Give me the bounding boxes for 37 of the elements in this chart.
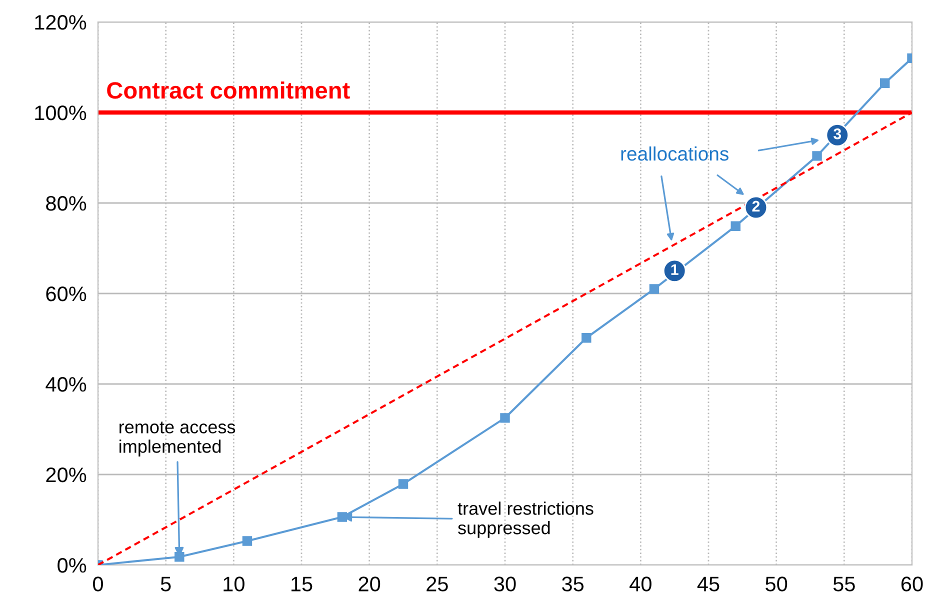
ref-line-label: Contract commitment: [107, 81, 350, 99]
x-tick-label: 10: [224, 576, 244, 592]
point: [337, 512, 348, 522]
point: [582, 332, 592, 343]
x-tick-label: 55: [833, 576, 855, 592]
point: [398, 479, 408, 489]
point: [242, 536, 252, 546]
x-tick-label: 0: [93, 576, 103, 592]
point: [500, 413, 510, 423]
point: [880, 78, 890, 88]
y-tick-label: 20%: [46, 468, 86, 482]
x-tick-label: 35: [562, 576, 584, 592]
x-tick-label: 40: [630, 576, 652, 592]
x-tick-label: 50: [766, 576, 788, 592]
point: [649, 284, 660, 294]
y-tick-label: 100%: [35, 106, 86, 120]
x-tick-label: 25: [426, 576, 448, 592]
annotation: 2: [752, 200, 760, 212]
x-tick-label: 45: [697, 576, 720, 592]
x-tick-label: 20: [358, 576, 380, 592]
annotation: 1: [671, 264, 678, 275]
x-tick-label: 30: [494, 576, 516, 592]
y-tick-label: 40%: [46, 377, 86, 392]
x-tick-label: 60: [901, 576, 923, 592]
x-tick-label: 5: [160, 576, 171, 592]
annotation: reallocations: [621, 146, 728, 161]
y-tick-label: 0%: [58, 558, 86, 573]
point: [174, 552, 184, 562]
x-tick-label: 15: [292, 576, 312, 592]
point: [812, 151, 822, 161]
annotation: 3: [833, 128, 842, 140]
y-tick-label: 120%: [35, 15, 86, 30]
y-tick-label: 60%: [46, 286, 86, 302]
y-tick-label: 80%: [46, 196, 86, 211]
annotation: remote access implemented: [120, 422, 236, 456]
annotation: travel restrictions suppressed: [458, 502, 594, 538]
point: [730, 221, 740, 231]
